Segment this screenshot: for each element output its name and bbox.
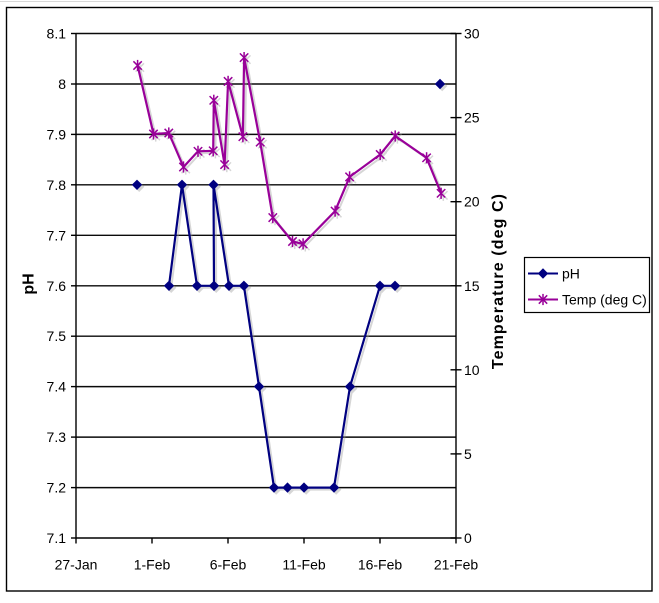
svg-text:16-Feb: 16-Feb: [358, 557, 403, 573]
svg-text:7.9: 7.9: [47, 126, 67, 142]
svg-text:6-Feb: 6-Feb: [210, 557, 247, 573]
svg-text:30: 30: [464, 26, 480, 42]
svg-text:Temp (deg C): Temp (deg C): [562, 292, 647, 308]
svg-text:7.8: 7.8: [47, 177, 67, 193]
svg-text:8.1: 8.1: [47, 26, 67, 42]
svg-text:7.3: 7.3: [47, 429, 67, 445]
svg-text:7.7: 7.7: [47, 227, 67, 243]
svg-text:20: 20: [464, 194, 480, 210]
svg-text:21-Feb: 21-Feb: [434, 557, 479, 573]
svg-text:pH: pH: [562, 266, 580, 282]
svg-text:5: 5: [464, 446, 472, 462]
svg-text:1-Feb: 1-Feb: [134, 557, 171, 573]
svg-text:25: 25: [464, 110, 480, 126]
svg-text:0: 0: [464, 530, 472, 546]
svg-text:15: 15: [464, 278, 480, 294]
svg-text:11-Feb: 11-Feb: [282, 557, 326, 573]
svg-text:7.1: 7.1: [47, 530, 67, 546]
svg-text:7.2: 7.2: [47, 480, 67, 496]
svg-text:Temperature (deg C): Temperature (deg C): [490, 193, 507, 369]
svg-text:7.5: 7.5: [47, 328, 67, 344]
svg-text:27-Jan: 27-Jan: [55, 557, 98, 573]
svg-text:7.6: 7.6: [47, 278, 67, 294]
svg-text:10: 10: [464, 362, 480, 378]
svg-text:7.4: 7.4: [47, 379, 67, 395]
svg-text:pH: pH: [21, 273, 38, 294]
svg-text:8: 8: [58, 76, 66, 92]
